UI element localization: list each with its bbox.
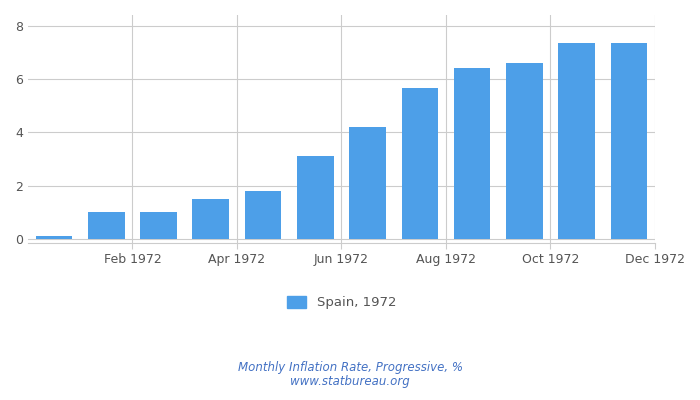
Text: Monthly Inflation Rate, Progressive, %: Monthly Inflation Rate, Progressive, %	[237, 362, 463, 374]
Bar	[297, 156, 334, 239]
Bar	[402, 88, 438, 239]
Bar	[610, 43, 648, 239]
Bar	[36, 236, 72, 239]
Text: www.statbureau.org: www.statbureau.org	[290, 376, 410, 388]
Bar	[454, 68, 491, 239]
Bar	[193, 199, 229, 239]
Bar	[506, 63, 542, 239]
Bar	[88, 212, 125, 239]
Bar	[140, 212, 177, 239]
Bar	[245, 191, 281, 239]
Bar	[349, 127, 386, 239]
Legend: Spain, 1972: Spain, 1972	[281, 291, 402, 314]
Bar	[559, 43, 595, 239]
